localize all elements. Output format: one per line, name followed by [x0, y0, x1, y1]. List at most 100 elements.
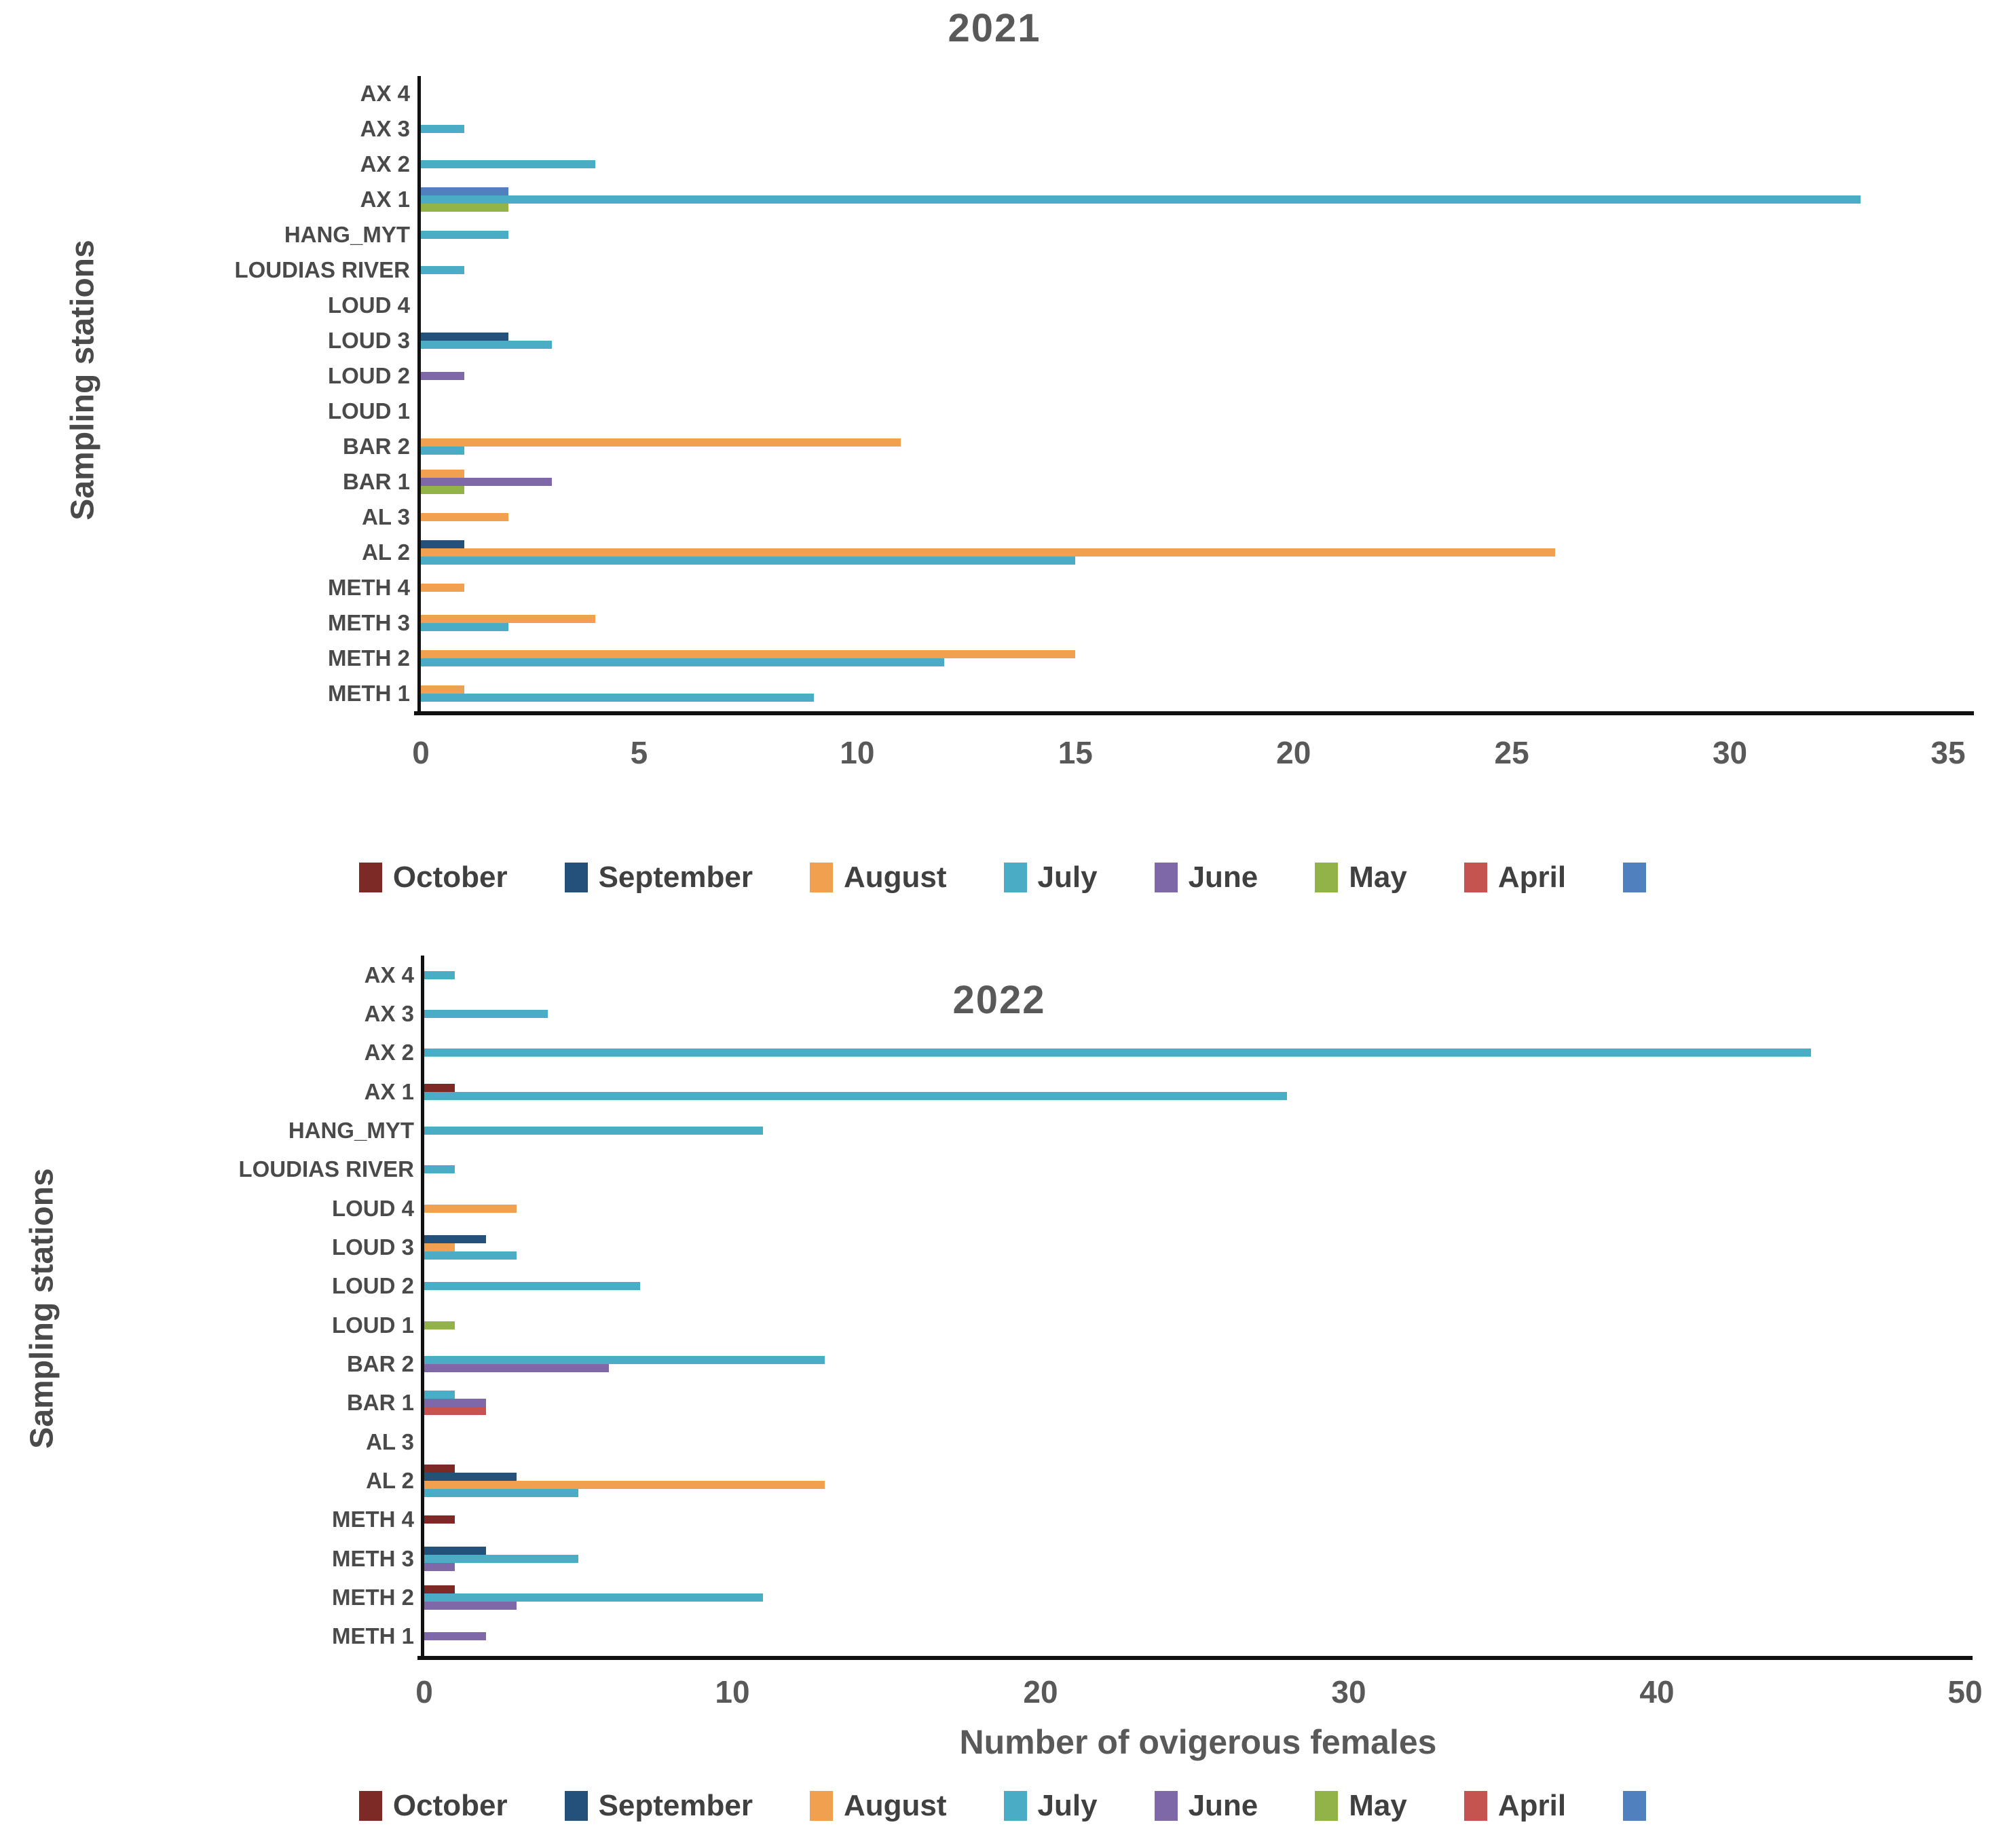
row-label-al-3: AL 3 — [362, 504, 410, 529]
bar-july — [424, 1165, 455, 1174]
bar-july — [424, 1391, 455, 1399]
legend-swatch-unlabeled — [1623, 1791, 1647, 1821]
row-label-hang-myt: HANG_MYT — [284, 222, 410, 247]
row-label-ax-4: AX 4 — [360, 81, 410, 106]
x-tick-label: 30 — [1331, 1674, 1366, 1710]
row-label-loud-1: LOUD 1 — [327, 398, 410, 423]
x-tick-label: 35 — [1930, 735, 1966, 770]
bar-july — [424, 1010, 548, 1018]
legend-label: June — [1188, 861, 1258, 894]
legend: October September August July June May April — [0, 861, 2016, 894]
bar-july — [424, 1127, 764, 1135]
legend-item-september: September — [564, 861, 753, 894]
bar-august — [424, 1481, 825, 1489]
row-label-bar-1: BAR 1 — [346, 1390, 414, 1416]
legend-label: June — [1188, 1789, 1258, 1822]
legend-swatch-september — [564, 863, 588, 892]
bar-july — [421, 195, 1861, 204]
bar-august — [421, 615, 596, 623]
legend-item-august: August — [810, 861, 947, 894]
row-label-ax-4: AX 4 — [364, 962, 414, 987]
x-tick-label: 0 — [415, 1674, 433, 1710]
legend-label: May — [1349, 1789, 1407, 1822]
bar-august — [421, 470, 465, 478]
x-axis-line — [417, 1656, 1973, 1660]
bar-july — [424, 1282, 640, 1291]
bar-august — [421, 685, 465, 694]
legend-label: September — [598, 861, 753, 894]
bar-july — [421, 694, 814, 702]
bar-august — [424, 1243, 455, 1251]
legend-swatch-april — [1463, 863, 1487, 892]
row-label-al-2: AL 2 — [362, 540, 410, 565]
x-axis-line — [414, 711, 1974, 715]
row-label-hang-myt: HANG_MYT — [288, 1118, 414, 1143]
legend-item-may: May — [1315, 1789, 1407, 1823]
bar-july — [421, 266, 465, 274]
x-axis-title: Number of ovigerous females — [959, 1723, 1437, 1761]
legend-label: May — [1349, 861, 1407, 894]
x-tick-label: 25 — [1494, 735, 1529, 770]
x-tick-label: 20 — [1276, 735, 1311, 770]
legend-item-may: May — [1315, 861, 1407, 894]
bar-july — [421, 556, 1076, 565]
bar-october — [424, 1585, 455, 1593]
legend-swatch-october — [358, 863, 382, 892]
bar-august — [421, 584, 465, 592]
legend-swatch-june — [1154, 863, 1178, 892]
row-label-loud-3: LOUD 3 — [331, 1234, 414, 1260]
legend-item-july: July — [1003, 861, 1098, 894]
bar-july — [424, 1356, 825, 1364]
legend-item-april: April — [1463, 861, 1566, 894]
row-label-loud-4: LOUD 4 — [327, 292, 410, 318]
bar-august — [421, 548, 1556, 556]
bar-unlabeled — [421, 187, 508, 195]
row-label-meth-3: METH 3 — [331, 1545, 414, 1571]
legend: October September August July June May April — [0, 1789, 2016, 1823]
chart-title: 2022 — [952, 978, 1046, 1022]
legend-item-unlabeled — [1623, 863, 1657, 892]
bar-july — [424, 1049, 1811, 1057]
legend-label: September — [598, 1789, 753, 1822]
legend-item-april: April — [1463, 1789, 1566, 1823]
legend-label: August — [844, 861, 947, 894]
row-label-al-3: AL 3 — [366, 1429, 414, 1454]
legend-swatch-april — [1463, 1791, 1487, 1821]
row-label-meth-4: METH 4 — [331, 1507, 414, 1532]
row-label-loud-4: LOUD 4 — [331, 1195, 414, 1221]
bar-july — [421, 231, 508, 239]
row-label-ax-1: AX 1 — [360, 187, 410, 212]
x-tick-label: 30 — [1712, 735, 1748, 770]
bar-june — [424, 1562, 455, 1571]
row-label-bar-2: BAR 2 — [346, 1351, 414, 1376]
legend-label: August — [844, 1789, 947, 1822]
bar-july — [424, 1251, 517, 1260]
legend-item-july: July — [1003, 1789, 1098, 1823]
bar-september — [424, 1235, 486, 1243]
bar-september — [421, 333, 508, 341]
legend-label: October — [392, 861, 508, 894]
legend-item-october: October — [358, 1789, 508, 1823]
x-tick-label: 10 — [840, 735, 875, 770]
bar-july — [424, 1554, 578, 1563]
legend-label: October — [392, 1789, 508, 1822]
bar-june — [424, 1602, 517, 1610]
bar-july — [424, 1489, 578, 1497]
legend-swatch-august — [810, 863, 833, 892]
x-tick-label: 15 — [1058, 735, 1093, 770]
bar-june — [421, 478, 552, 486]
legend-item-june: June — [1154, 1789, 1258, 1823]
row-label-meth-3: METH 3 — [327, 610, 410, 635]
legend-swatch-september — [564, 1791, 588, 1821]
bar-october — [424, 1083, 455, 1092]
bar-june — [424, 1364, 610, 1372]
bar-june — [424, 1399, 486, 1408]
bar-may — [421, 486, 465, 494]
bar-june — [424, 1632, 486, 1641]
row-label-al-2: AL 2 — [366, 1468, 414, 1493]
bar-september — [421, 540, 465, 548]
legend-swatch-may — [1315, 1791, 1339, 1821]
legend-item-october: October — [358, 861, 508, 894]
row-label-meth-2: METH 2 — [327, 645, 410, 671]
